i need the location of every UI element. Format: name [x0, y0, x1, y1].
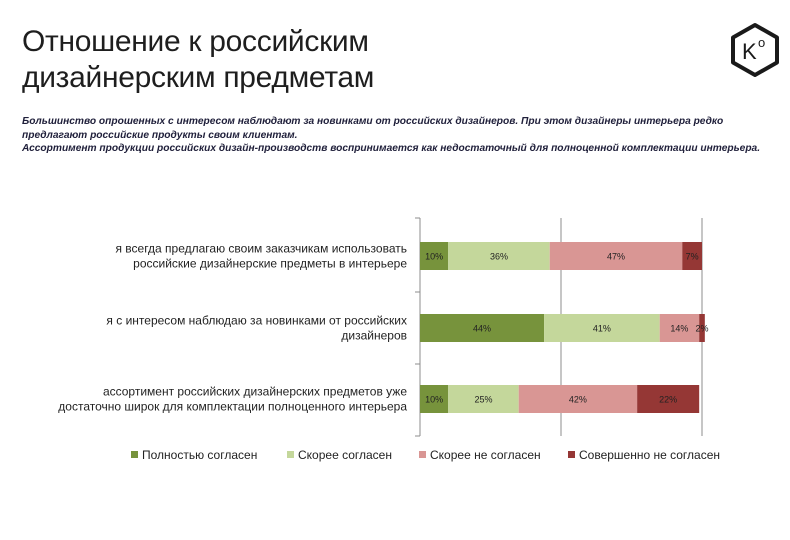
category-label: достаточно широк для комплектации полноц…: [58, 400, 407, 414]
data-label: 36%: [490, 252, 508, 262]
bar-segment: [448, 242, 550, 270]
bar-segment: [699, 314, 705, 342]
bar-segment: [544, 314, 660, 342]
slide-title-line-1: Отношение к российским: [22, 25, 369, 58]
legend-swatch: [131, 451, 138, 458]
category-label: дизайнеров: [341, 329, 407, 343]
data-label: 10%: [425, 252, 443, 262]
bar-segment: [448, 385, 519, 413]
data-label: 25%: [474, 395, 492, 405]
slide-subtitle: Большинство опрошенных с интересом наблю…: [22, 115, 762, 156]
legend-label: Полностью согласен: [142, 448, 257, 462]
legend-label: Совершенно не согласен: [579, 448, 720, 462]
subtitle-line-2: предлагают российские продукты своим кли…: [22, 129, 298, 141]
logo-hexagon: [731, 23, 779, 77]
logo-letter: K: [742, 39, 757, 64]
bar-segment: [420, 314, 545, 342]
legend-swatch: [287, 451, 294, 458]
bar-segment: [420, 242, 449, 270]
bar-segment: [518, 385, 638, 413]
legend-swatch: [568, 451, 575, 458]
subtitle-line-3: Ассортимент продукции российских дизайн-…: [22, 143, 761, 154]
hexagon-k-logo-icon: K o: [731, 23, 779, 77]
legend-label: Скорее согласен: [298, 448, 392, 462]
slide-title: Отношение к российским дизайнерским пред…: [22, 24, 582, 96]
data-label: 2%: [695, 324, 708, 334]
data-label: 42%: [569, 395, 587, 405]
subtitle-line-1: Большинство опрошенных с интересом наблю…: [22, 116, 724, 127]
data-label: 44%: [473, 324, 491, 334]
data-label: 41%: [593, 324, 611, 334]
category-label: российские дизайнерские предметы в интер…: [133, 257, 407, 271]
bar-segment: [420, 385, 449, 413]
data-label: 7%: [686, 252, 699, 262]
legend-label: Скорее не согласен: [430, 448, 541, 462]
bar-segment: [682, 242, 702, 270]
bar-segment: [549, 242, 683, 270]
category-label: я с интересом наблюдаю за новинками от р…: [106, 314, 407, 328]
category-label: ассортимент российских дизайнерских пред…: [103, 385, 407, 399]
data-label: 47%: [607, 252, 625, 262]
bar-segment: [637, 385, 700, 413]
data-label: 22%: [659, 395, 677, 405]
data-label: 14%: [670, 324, 688, 334]
slide-title-line-2: дизайнерским предметам: [22, 61, 375, 94]
bar-segment: [659, 314, 700, 342]
legend-swatch: [419, 451, 426, 458]
data-label: 10%: [425, 395, 443, 405]
category-label: я всегда предлагаю своим заказчикам испо…: [115, 242, 407, 256]
logo-superscript: o: [758, 35, 765, 50]
